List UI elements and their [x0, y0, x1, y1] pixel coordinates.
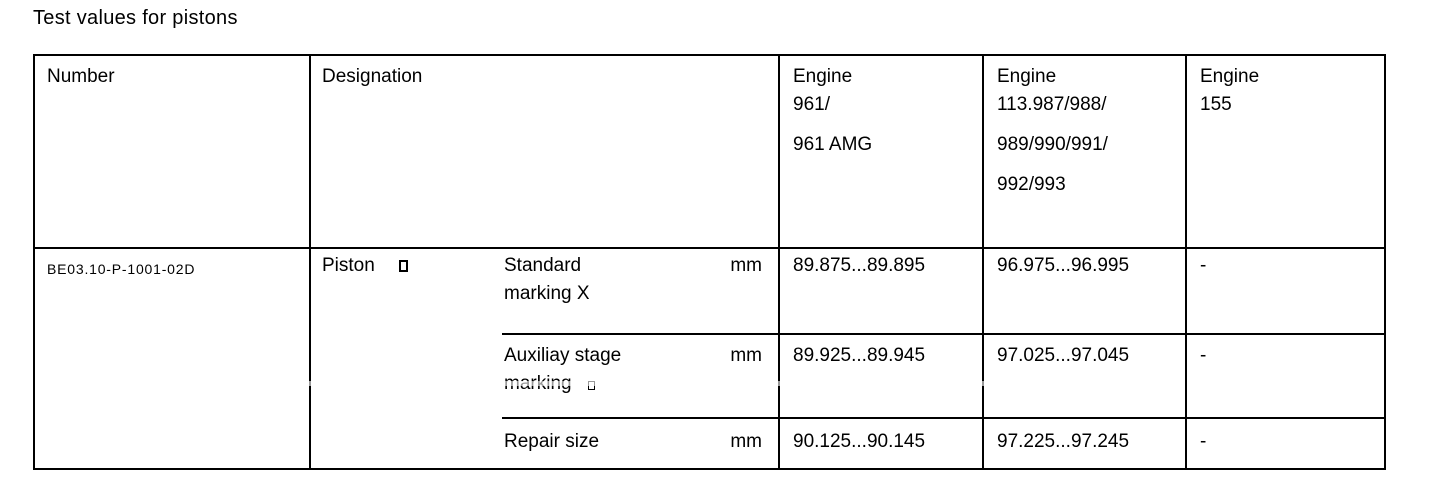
subdesignation-text: Auxiliay stage: [504, 345, 622, 366]
engine-961-line: Engine: [793, 66, 853, 87]
document-number: BE03.10-P-1001-02D: [47, 261, 196, 277]
header-cell-number: Number: [35, 56, 309, 249]
cell-value-engine-961: 89.875...89.895: [778, 249, 982, 333]
cell-subdesignation-standard: Standard mm marking X: [502, 249, 778, 333]
header-cell-engine-155: Engine 155: [1185, 56, 1384, 249]
header-cell-engine-113: Engine 113.987/988/ 989/990/991/ 992/993: [982, 56, 1185, 249]
cell-value-engine-155: -: [1185, 249, 1384, 333]
engine-155-line: Engine: [1200, 66, 1260, 87]
engine-113-line: Engine: [997, 66, 1057, 87]
header-cell-designation: Designation: [309, 56, 778, 249]
engine-113-line: 113.987/988/: [997, 94, 1107, 115]
subdesignation-text: marking X: [504, 283, 590, 304]
unit-label: mm: [730, 345, 762, 366]
subdesignation-text: Repair size: [504, 431, 600, 452]
cell-value-engine-113: 97.225...97.245: [982, 417, 1185, 468]
cell-value-engine-113: 97.025...97.045: [982, 333, 1185, 417]
page-title: Test values for pistons: [33, 7, 238, 29]
unit-label: mm: [730, 255, 762, 276]
cell-value-engine-961: 90.125...90.145: [778, 417, 982, 468]
cell-document-number: BE03.10-P-1001-02D: [35, 249, 309, 468]
unit-label: mm: [730, 431, 762, 452]
cell-value-engine-113: 96.975...96.995: [982, 249, 1185, 333]
engine-113-line: 992/993: [997, 174, 1066, 195]
piston-label: Piston: [322, 255, 375, 276]
subdesignation-text: Standard: [504, 255, 582, 276]
cell-subdesignation-repair: Repair size mm: [502, 417, 778, 468]
engine-961-line: 961/: [793, 94, 830, 115]
engine-961-line: 961 AMG: [793, 134, 873, 155]
engine-113-line: 989/990/991/: [997, 134, 1108, 155]
cell-value-engine-155: -: [1185, 417, 1384, 468]
subdesignation-text: marking: [504, 373, 572, 394]
cell-value-engine-155: -: [1185, 333, 1384, 417]
piston-test-values-table: Number Designation Engine 961/ 961 AMG E…: [33, 54, 1386, 470]
cell-subdesignation-auxiliary: Auxiliay stage mm marking: [502, 333, 778, 417]
header-number-label: Number: [47, 66, 115, 87]
symbol-box-icon: [398, 260, 408, 272]
header-designation-label: Designation: [322, 66, 423, 87]
symbol-box-icon: [587, 381, 595, 390]
header-cell-engine-961: Engine 961/ 961 AMG: [778, 56, 982, 249]
cell-designation-piston: Piston: [309, 249, 502, 468]
cell-value-engine-961: 89.925...89.945: [778, 333, 982, 417]
engine-155-line: 155: [1200, 94, 1232, 115]
